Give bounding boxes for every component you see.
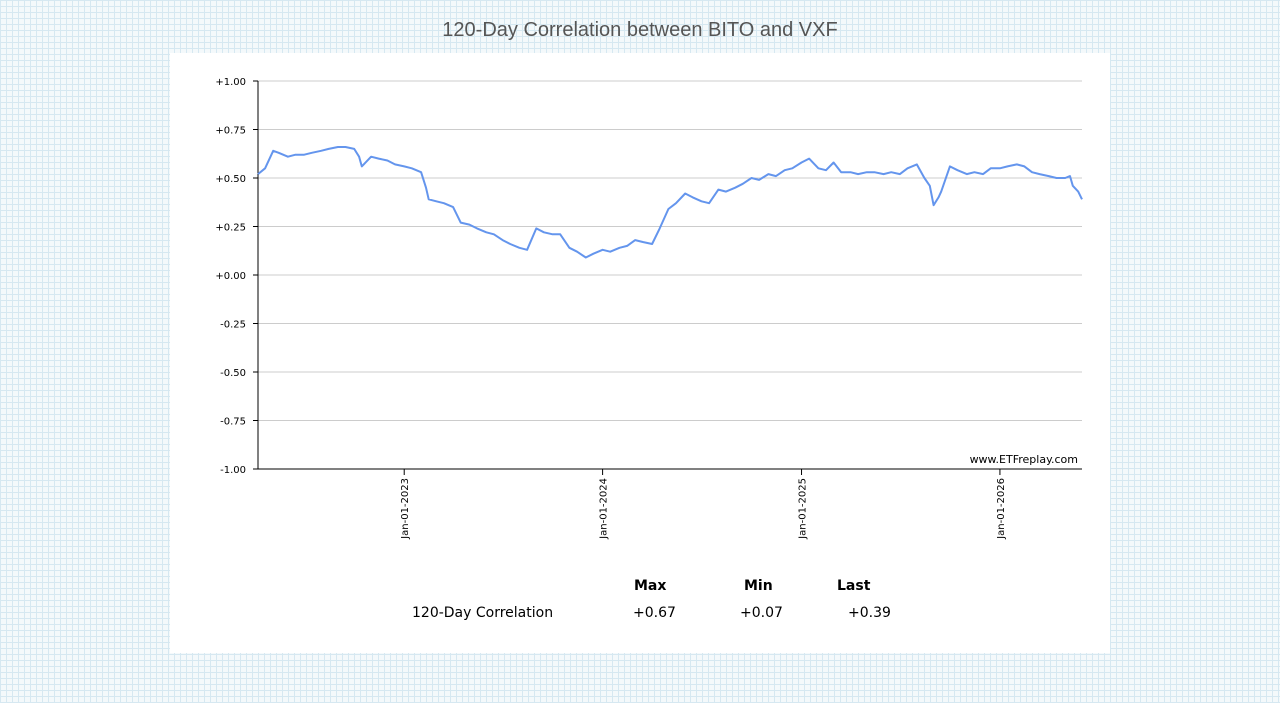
y-tick-label: +0.50 xyxy=(215,174,246,185)
stats-header-last: Last xyxy=(837,578,871,594)
x-tick-label: Jan-01-2025 xyxy=(798,478,809,540)
y-tick-label: +0.25 xyxy=(215,223,246,234)
stats-min-value: +0.07 xyxy=(740,605,783,621)
gridlines xyxy=(258,80,1082,470)
stats-last-value: +0.39 xyxy=(848,605,891,621)
x-tick-label: Jan-01-2026 xyxy=(996,478,1007,540)
chart-title: 120-Day Correlation between BITO and VXF xyxy=(442,19,838,41)
x-tick-label: Jan-01-2023 xyxy=(400,478,411,540)
correlation-line-chart: +1.00 +0.75 +0.50 +0.25 +0.00 -0.25 -0.50 -0.75… xyxy=(215,77,1083,540)
stats-header-max: Max xyxy=(634,578,667,594)
y-tick-label: +1.00 xyxy=(215,77,246,88)
y-tick-label: +0.75 xyxy=(215,126,246,137)
series-layer xyxy=(257,146,1083,259)
y-tick-label: -1.00 xyxy=(220,465,246,476)
y-tick-label: -0.25 xyxy=(220,320,246,331)
stats-max-value: +0.67 xyxy=(633,605,676,621)
stats-header-min: Min xyxy=(744,578,773,594)
chart-panel: +1.00 +0.75 +0.50 +0.25 +0.00 -0.25 -0.50 -0.75… xyxy=(170,53,1110,653)
correlation-series-line xyxy=(257,146,1083,259)
x-tick-label: Jan-01-2024 xyxy=(599,478,610,540)
y-tick-label: -0.75 xyxy=(220,417,246,428)
y-tick-label: +0.00 xyxy=(215,271,246,282)
x-tick-labels: Jan-01-2023 Jan-01-2024 Jan-01-2025 Jan-01-… xyxy=(400,478,1007,540)
watermark-text: www.ETFreplay.com xyxy=(970,453,1078,466)
stats-row-label: 120-Day Correlation xyxy=(412,605,554,621)
axes xyxy=(253,80,1082,475)
y-tick-label: -0.50 xyxy=(220,368,246,379)
y-tick-labels: +1.00 +0.75 +0.50 +0.25 +0.00 -0.25 -0.50 -0.75… xyxy=(215,77,246,476)
